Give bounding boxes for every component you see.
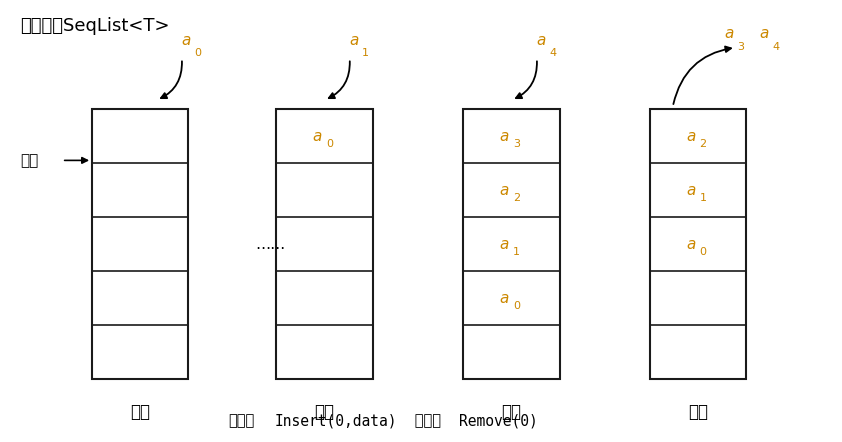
Text: 入栈：: 入栈： bbox=[228, 413, 254, 428]
Text: a: a bbox=[686, 183, 695, 198]
Text: 0: 0 bbox=[700, 247, 706, 257]
Text: 出栈: 出栈 bbox=[688, 403, 708, 421]
Text: a: a bbox=[500, 290, 509, 305]
Text: 空栈: 空栈 bbox=[130, 403, 150, 421]
Text: 入栈: 入栈 bbox=[502, 403, 522, 421]
Bar bbox=[276, 109, 373, 379]
Bar bbox=[92, 109, 188, 379]
Text: 1: 1 bbox=[362, 49, 370, 58]
Text: a: a bbox=[500, 129, 509, 144]
Text: 2: 2 bbox=[514, 193, 520, 203]
Text: ……: …… bbox=[255, 236, 285, 251]
Text: 栈顶: 栈顶 bbox=[20, 153, 38, 168]
Text: Insert(0,data): Insert(0,data) bbox=[274, 413, 397, 428]
Bar bbox=[650, 109, 746, 379]
Text: 4: 4 bbox=[773, 42, 780, 52]
Text: a: a bbox=[686, 236, 695, 251]
Text: a: a bbox=[312, 129, 322, 144]
Text: a: a bbox=[500, 236, 509, 251]
Text: 出栈：: 出栈： bbox=[387, 413, 441, 428]
Text: 入栈: 入栈 bbox=[315, 403, 334, 421]
Text: 0: 0 bbox=[326, 139, 333, 149]
Bar bbox=[463, 109, 560, 379]
Text: a: a bbox=[500, 183, 509, 198]
Text: 顺序表：SeqList<T>: 顺序表：SeqList<T> bbox=[20, 17, 169, 35]
Text: 1: 1 bbox=[700, 193, 706, 203]
Text: 4: 4 bbox=[549, 49, 557, 58]
Text: 0: 0 bbox=[514, 301, 520, 311]
Text: 2: 2 bbox=[700, 139, 706, 149]
Text: 3: 3 bbox=[738, 42, 744, 52]
Text: a: a bbox=[349, 33, 359, 47]
Text: a: a bbox=[724, 26, 733, 41]
Text: a: a bbox=[686, 129, 695, 144]
Text: 0: 0 bbox=[195, 49, 201, 58]
Text: a: a bbox=[536, 33, 546, 47]
Text: Remove(0): Remove(0) bbox=[459, 413, 537, 428]
Text: a: a bbox=[759, 26, 769, 41]
Text: 1: 1 bbox=[514, 247, 520, 257]
Text: 3: 3 bbox=[514, 139, 520, 149]
Text: a: a bbox=[181, 33, 190, 47]
